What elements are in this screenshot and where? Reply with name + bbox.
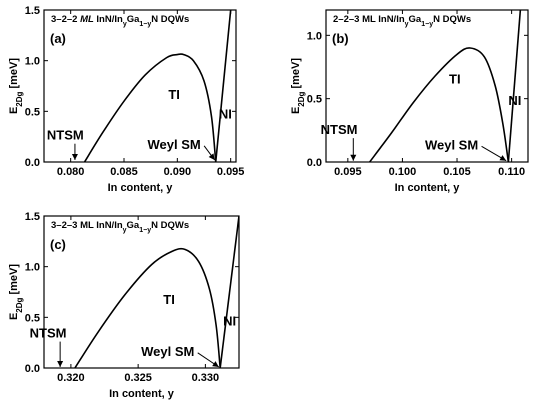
annotation-ntsm: NTSM	[47, 128, 84, 143]
x-tick-label: 0.100	[389, 166, 417, 178]
chart-title: 3–2–3 ML InN/InyGa1−yN DQWs	[51, 220, 189, 234]
chart-panel-3: 0.320 0.325 0.330 0.0 0.5 1.0 1.5 TI NI NTSM Weyl …	[8, 211, 240, 400]
x-tick-label: 0.325	[124, 372, 152, 384]
y-tick-label: 0.0	[25, 363, 40, 375]
y-tick-label: 1.0	[307, 30, 322, 42]
annotation-ni: NI	[219, 106, 232, 121]
y-tick-label: 1.5	[25, 211, 40, 223]
x-axis-label: In content, y	[108, 182, 174, 194]
chart-title: 2–2–3 ML InN/InyGa1−yN DQWs	[333, 14, 471, 28]
x-axis-label: In content, y	[395, 182, 461, 194]
panel-label: (c)	[50, 237, 66, 252]
annotation-arrowhead-weyl-sm	[208, 153, 215, 160]
x-axis-label: In content, y	[109, 388, 175, 400]
x-tick-label: 0.110	[498, 166, 525, 178]
annotation-arrowhead-weyl-sm	[212, 361, 219, 367]
panel-label: (a)	[50, 31, 66, 46]
plot-frame	[43, 215, 240, 369]
annotation-ni: NI	[223, 313, 236, 328]
annotation-ti: TI	[163, 292, 175, 307]
x-tick-label: 0.320	[57, 372, 85, 384]
x-tick-label: 0.095	[217, 166, 245, 178]
annotation-weyl-sm: Weyl SM	[148, 137, 201, 152]
y-tick-label: 1.0	[25, 262, 40, 274]
y-axis-label: E2Dg [meV]	[8, 264, 24, 320]
panel-label: (b)	[332, 31, 349, 46]
plot-frame	[325, 9, 529, 163]
y-tick-label: 0.0	[307, 157, 322, 169]
annotation-ti: TI	[168, 87, 180, 102]
x-tick-label: 0.090	[164, 166, 192, 178]
y-tick-label: 0.0	[25, 157, 40, 169]
annotation-arrowhead-ntsm	[71, 153, 78, 160]
gap-curve-ti	[74, 247, 221, 368]
y-tick-label: 1.0	[25, 56, 40, 68]
gap-curve-ni	[214, 10, 232, 162]
x-tick-label: 0.085	[110, 166, 138, 178]
annotation-weyl-sm: Weyl SM	[141, 344, 194, 359]
chart-title: 3–2–2 ML InN/InyGa1−yN DQWs	[51, 14, 189, 28]
x-tick-label: 0.330	[192, 372, 220, 384]
annotation-ntsm: NTSM	[321, 122, 358, 137]
x-tick-label: 0.095	[334, 166, 362, 178]
gap-curve-ti	[369, 47, 510, 162]
y-axis-label: E2Dg [meV]	[290, 58, 306, 114]
plot-frame	[43, 9, 237, 163]
gap-curve-ni	[219, 216, 239, 368]
y-tick-label: 1.5	[25, 5, 40, 17]
chart-panel-1: 0.080 0.085 0.090 0.095 0.0 0.5 1.0 1.5 TI NI NTSM…	[8, 5, 244, 194]
chart-panel-2: 0.095 0.100 0.105 0.110 0.0 0.5 1.0 TI NI NTSM Wey…	[290, 9, 529, 194]
annotation-arrowhead-weyl-sm	[499, 155, 507, 161]
x-tick-label: 0.105	[443, 166, 471, 178]
annotation-arrowhead-ntsm	[57, 360, 64, 367]
gap-curve-ti	[83, 53, 217, 162]
y-tick-label: 0.5	[307, 94, 322, 106]
y-tick-label: 0.5	[25, 106, 40, 118]
x-tick-label: 0.080	[57, 166, 85, 178]
annotation-ti: TI	[449, 71, 461, 86]
annotation-arrowhead-ntsm	[350, 154, 357, 161]
y-axis-label: E2Dg [meV]	[8, 58, 24, 114]
annotation-weyl-sm: Weyl SM	[425, 137, 478, 152]
gap-curve-ni	[507, 10, 522, 162]
annotation-ni: NI	[508, 93, 521, 108]
y-tick-label: 0.5	[25, 312, 40, 324]
annotation-ntsm: NTSM	[30, 326, 67, 341]
